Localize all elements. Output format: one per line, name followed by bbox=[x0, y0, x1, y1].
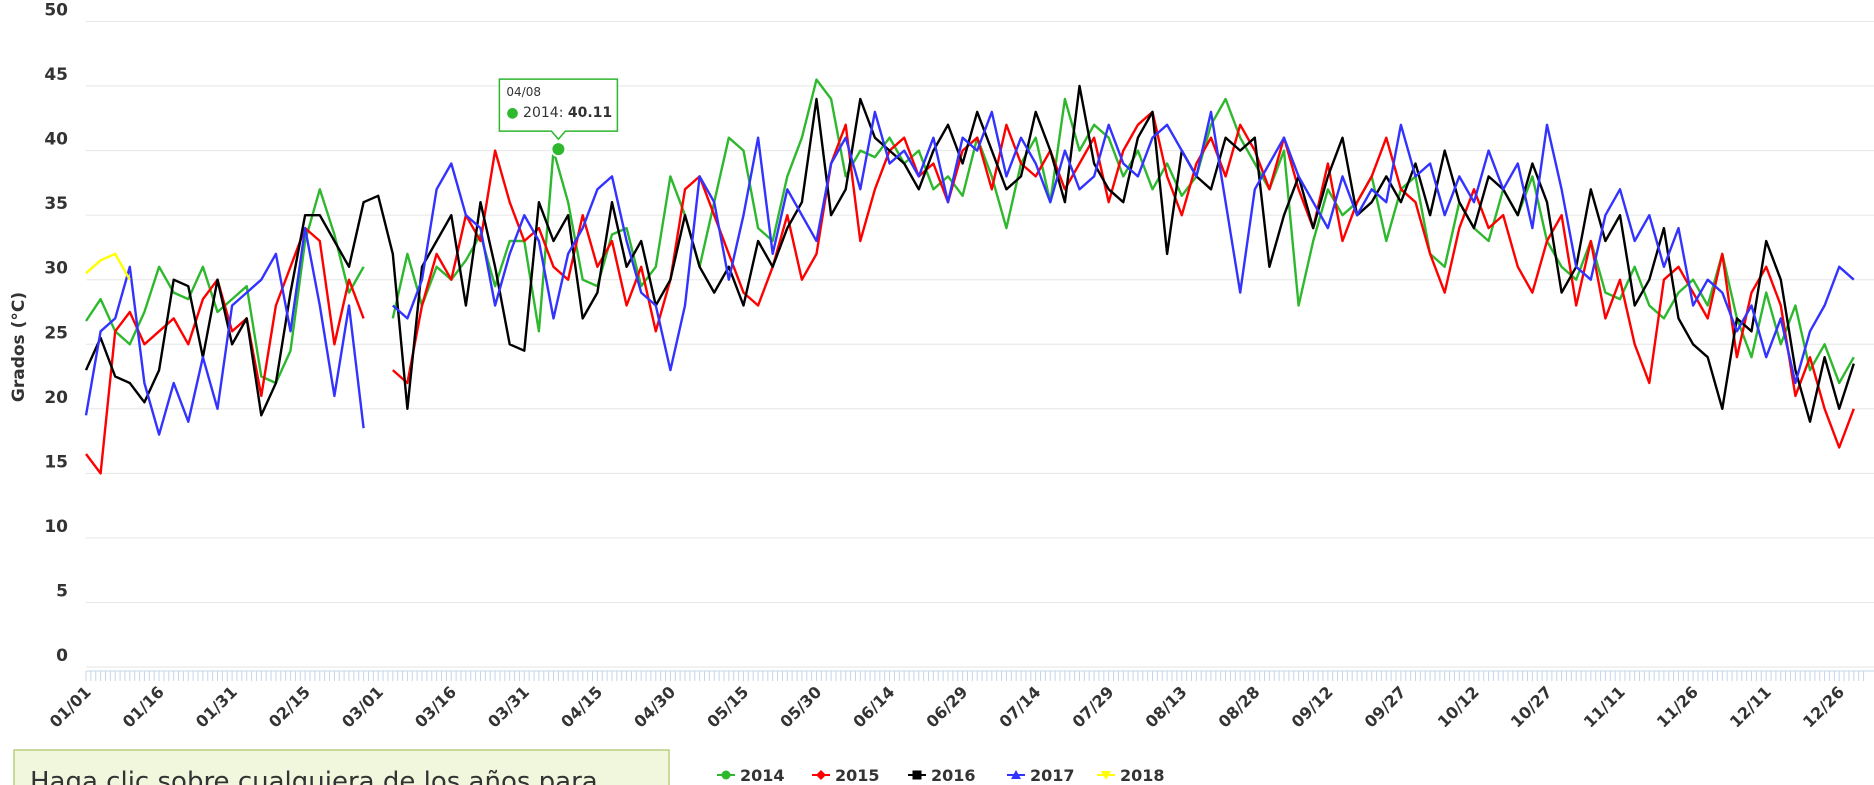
x-tick-label: 03/01 bbox=[338, 682, 387, 731]
x-tick-label: 10/27 bbox=[1507, 682, 1556, 731]
x-tick-label: 07/29 bbox=[1068, 682, 1117, 731]
x-tick-label: 02/15 bbox=[265, 682, 314, 731]
legend-item[interactable]: 2016 bbox=[908, 766, 976, 785]
x-tick-label: 08/28 bbox=[1215, 682, 1264, 731]
legend-item[interactable]: 2017 bbox=[1007, 766, 1075, 785]
legend-label[interactable]: 2015 bbox=[835, 766, 880, 785]
series-line bbox=[84, 84, 1855, 423]
note-box bbox=[13, 749, 670, 785]
x-tick-label: 11/26 bbox=[1653, 682, 1702, 731]
y-tick-label: 10 bbox=[44, 517, 68, 537]
legend-marker bbox=[1101, 771, 1111, 780]
x-tick-label: 01/31 bbox=[192, 682, 241, 731]
tooltip-value: 40.11 bbox=[568, 105, 612, 121]
x-tick-label: 04/15 bbox=[557, 682, 606, 731]
x-tick-label: 12/26 bbox=[1799, 682, 1848, 731]
x-tick-label: 07/14 bbox=[995, 682, 1044, 731]
x-tick-label: 03/16 bbox=[411, 682, 460, 731]
tooltip-date: 04/08 bbox=[506, 85, 541, 99]
tooltip-text: ● 2014: 40.11 bbox=[506, 105, 612, 121]
legend-label[interactable]: 2018 bbox=[1120, 766, 1165, 785]
legend-item[interactable]: 2018 bbox=[1097, 766, 1165, 785]
y-tick-label: 35 bbox=[44, 194, 68, 214]
legend-item[interactable]: 2014 bbox=[717, 766, 785, 785]
tooltip-sep: : bbox=[559, 105, 568, 121]
x-tick-label: 10/12 bbox=[1434, 682, 1483, 731]
y-tick-label: 25 bbox=[44, 323, 68, 343]
x-tick-label: 09/27 bbox=[1361, 682, 1410, 731]
legend-label[interactable]: 2017 bbox=[1030, 766, 1075, 785]
x-tick-label: 04/30 bbox=[630, 682, 679, 731]
y-tick-label: 5 bbox=[56, 581, 68, 601]
x-tick-label: 06/29 bbox=[922, 682, 971, 731]
x-tick-label: 01/01 bbox=[46, 682, 95, 731]
legend-label[interactable]: 2016 bbox=[931, 766, 976, 785]
tooltip: 04/08 ● 2014: 40.11 bbox=[498, 78, 619, 141]
legend-label[interactable]: 2014 bbox=[740, 766, 785, 785]
y-tick-label: 45 bbox=[44, 65, 68, 85]
legend-marker bbox=[816, 770, 826, 780]
x-tick-label: 12/11 bbox=[1726, 682, 1775, 731]
x-tick-label: 08/13 bbox=[1142, 682, 1191, 731]
x-tick-label: 06/14 bbox=[849, 682, 898, 731]
x-tick-label: 09/12 bbox=[1288, 682, 1337, 731]
tooltip-marker bbox=[550, 141, 567, 158]
series-line bbox=[84, 110, 1855, 436]
y-tick-label: 0 bbox=[56, 646, 68, 666]
x-tick-label: 03/31 bbox=[484, 682, 533, 731]
y-tick-label: 30 bbox=[44, 259, 68, 279]
y-tick-label: 40 bbox=[44, 130, 68, 150]
series-line bbox=[85, 78, 1855, 385]
y-tick-label: 20 bbox=[44, 388, 68, 408]
x-tick-label: 05/30 bbox=[776, 682, 825, 731]
legend-marker bbox=[1011, 770, 1021, 779]
tooltip-bullet: ● bbox=[506, 105, 523, 121]
y-tick-label: 50 bbox=[44, 1, 68, 21]
y-axis-title: Grados (°C) bbox=[9, 292, 29, 402]
x-tick-label: 01/16 bbox=[119, 682, 168, 731]
x-tick-label: 05/15 bbox=[703, 682, 752, 731]
legend-item[interactable]: 2015 bbox=[812, 766, 880, 785]
legend-marker bbox=[721, 770, 731, 780]
x-tick-label: 11/11 bbox=[1580, 682, 1629, 731]
series-line bbox=[85, 252, 131, 281]
y-tick-label: 15 bbox=[44, 452, 68, 472]
tooltip-series: 2014 bbox=[523, 105, 559, 121]
tooltip-box bbox=[498, 78, 619, 141]
legend-marker bbox=[912, 770, 922, 780]
note: Haga clic sobre cualquiera de los años p… bbox=[30, 767, 598, 785]
